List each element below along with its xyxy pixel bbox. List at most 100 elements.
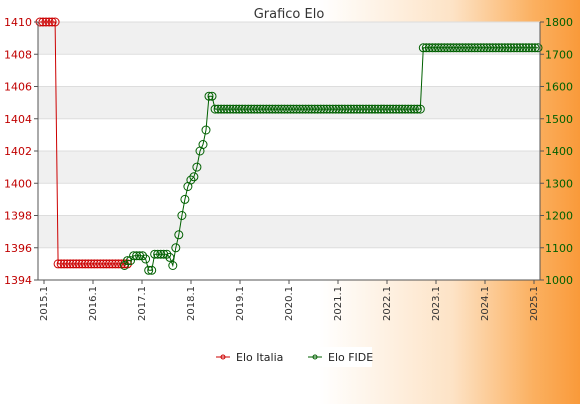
- data-point: [258, 104, 268, 114]
- data-point: [180, 194, 190, 204]
- data-point: [301, 104, 311, 114]
- data-point: [41, 17, 51, 27]
- data-point: [264, 104, 274, 114]
- data-point: [71, 259, 81, 269]
- data-point: [283, 104, 292, 114]
- data-point: [207, 91, 217, 101]
- data-point: [497, 43, 507, 53]
- x-axis-ticks: 2015.1 2016.1 2017.1 2018.1 2019.1 2020.1 2021…: [39, 280, 540, 321]
- data-point: [53, 259, 63, 269]
- data-point: [270, 104, 280, 114]
- data-point: [470, 43, 480, 53]
- data-point: [464, 43, 474, 53]
- data-point: [89, 259, 99, 269]
- data-point: [479, 43, 489, 53]
- data-point: [237, 104, 247, 114]
- data-point: [165, 252, 175, 262]
- data-point: [430, 43, 440, 53]
- data-point: [515, 43, 525, 53]
- data-point: [400, 104, 410, 114]
- data-point: [298, 104, 308, 114]
- y-left-tick-label: 1396: [4, 242, 32, 255]
- data-point: [421, 43, 431, 53]
- data-point: [403, 104, 413, 114]
- data-point: [77, 259, 87, 269]
- data-point: [503, 43, 513, 53]
- y-right-tick-label: 1700: [545, 48, 573, 61]
- data-point: [107, 259, 117, 269]
- data-point: [349, 104, 359, 114]
- data-point: [62, 259, 72, 269]
- y-right-tick-label: 1200: [545, 210, 573, 223]
- data-point: [255, 104, 265, 114]
- series-2: [120, 43, 543, 275]
- data-point: [204, 91, 214, 101]
- data-point: [277, 104, 286, 114]
- data-point: [494, 43, 504, 53]
- data-point: [352, 104, 362, 114]
- data-point: [74, 259, 84, 269]
- y-right-tick-label: 1500: [545, 113, 573, 126]
- data-point: [418, 43, 428, 53]
- data-point: [427, 43, 437, 53]
- data-point: [186, 175, 196, 185]
- data-point: [385, 104, 395, 114]
- legend-label: Elo FIDE: [328, 351, 373, 364]
- y-left-tick-label: 1400: [4, 177, 32, 190]
- data-point: [340, 104, 350, 114]
- data-point: [358, 104, 368, 114]
- data-point: [156, 249, 166, 259]
- data-point: [273, 104, 283, 114]
- data-point: [482, 43, 492, 53]
- data-point: [192, 162, 202, 172]
- data-point: [364, 104, 374, 114]
- data-point: [406, 104, 416, 114]
- data-point: [141, 254, 151, 264]
- data-point: [280, 104, 289, 114]
- data-point: [337, 104, 347, 114]
- data-point: [376, 104, 386, 114]
- y-left-tick-label: 1410: [4, 16, 32, 29]
- data-point: [476, 43, 486, 53]
- data-point: [210, 104, 220, 114]
- data-point: [461, 43, 471, 53]
- data-point: [343, 104, 353, 114]
- data-point: [295, 104, 305, 114]
- data-point: [286, 104, 295, 114]
- data-point: [234, 104, 244, 114]
- data-point: [132, 251, 142, 261]
- data-point: [449, 43, 458, 53]
- data-point: [412, 104, 422, 114]
- data-point: [68, 259, 78, 269]
- data-point: [246, 104, 256, 114]
- data-point: [304, 104, 314, 114]
- y-right-tick-label: 1100: [545, 242, 573, 255]
- data-point: [177, 211, 187, 220]
- data-point: [114, 259, 123, 269]
- data-point: [153, 249, 163, 259]
- data-point: [509, 43, 519, 53]
- data-point: [409, 104, 419, 114]
- data-point: [394, 104, 404, 114]
- data-point: [355, 104, 365, 114]
- data-point: [198, 140, 208, 149]
- data-point: [346, 104, 356, 114]
- x-tick-label: 2022.1: [382, 286, 393, 321]
- data-point: [92, 259, 102, 269]
- x-tick-label: 2025.1: [529, 286, 540, 321]
- data-point: [243, 104, 253, 114]
- data-point: [201, 125, 211, 135]
- data-point: [86, 259, 96, 269]
- data-point: [443, 43, 452, 53]
- series-layer: [35, 17, 543, 275]
- data-point: [240, 104, 250, 114]
- data-point: [334, 104, 344, 114]
- data-point: [307, 104, 317, 114]
- data-point: [331, 104, 341, 114]
- x-tick-label: 2024.1: [480, 286, 491, 321]
- data-point: [150, 249, 160, 259]
- data-point: [120, 261, 129, 270]
- data-point: [50, 17, 60, 27]
- data-point: [65, 259, 75, 269]
